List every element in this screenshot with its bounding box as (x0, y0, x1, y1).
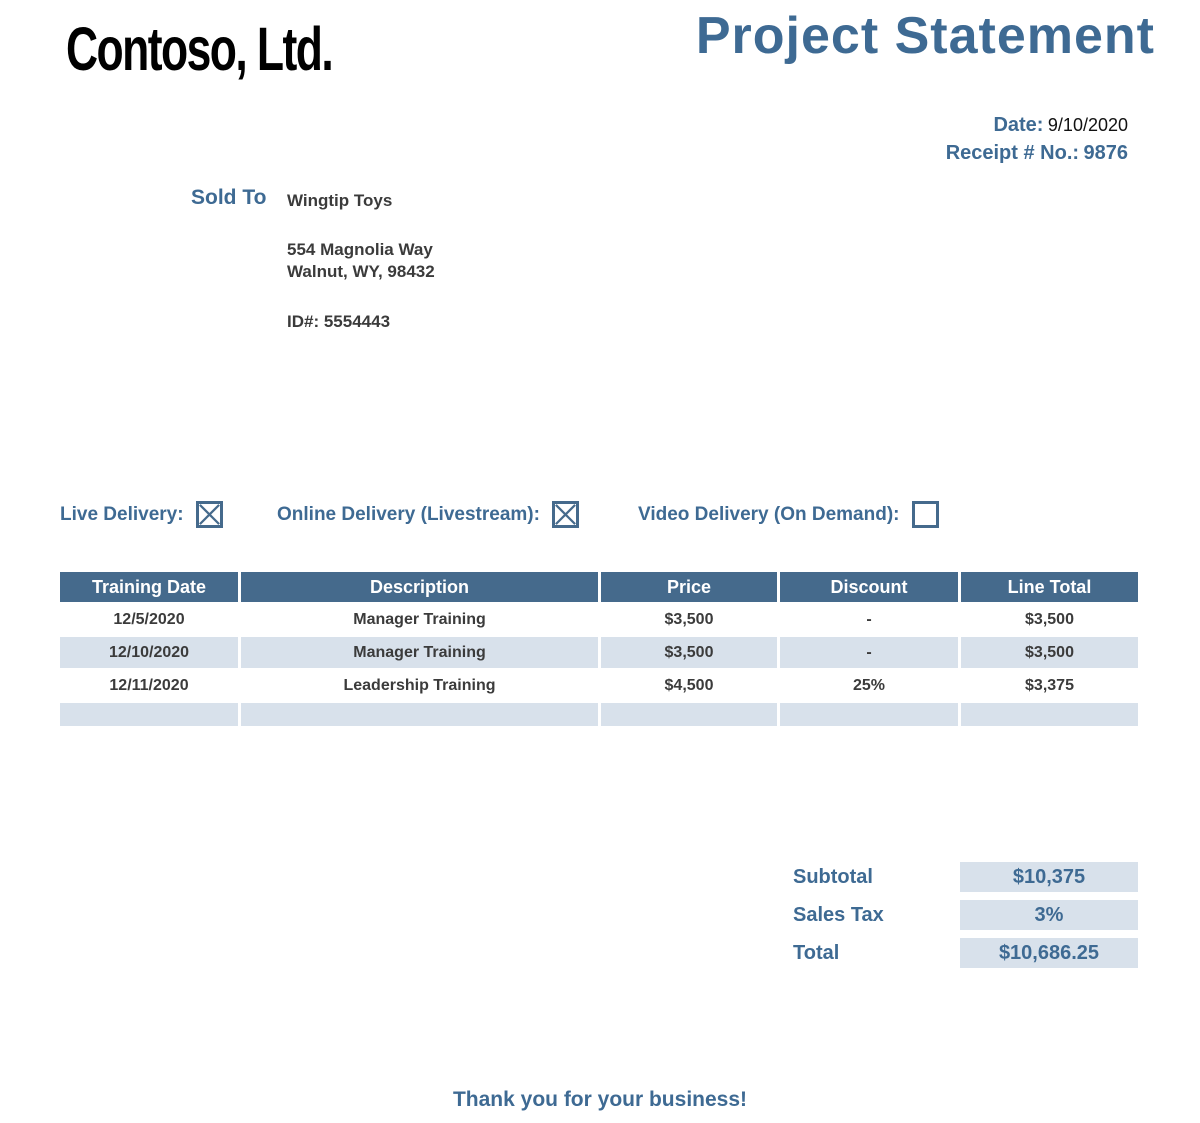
totals-value: $10,375 (960, 862, 1138, 892)
document-meta: Date: 9/10/2020 Receipt # No.: 9876 (946, 112, 1128, 168)
table-cell: $3,500 (961, 637, 1138, 668)
company-logo: Contoso, Ltd. (66, 15, 334, 85)
footer-message: Thank you for your business! (452, 1088, 748, 1111)
table-cell (961, 703, 1138, 726)
table-cell: 25% (852, 676, 886, 694)
table-cell: $3,500 (664, 610, 714, 628)
date-line: Date: 9/10/2020 (946, 112, 1128, 140)
checkbox-checked-icon[interactable] (195, 501, 223, 528)
table-cell: Manager Training (353, 610, 486, 628)
table-cell: 12/11/2020 (109, 676, 189, 694)
table-cell: Manager Training (241, 637, 598, 668)
page-title: Project Statement (695, 7, 1155, 65)
totals-value: 3% (960, 900, 1138, 930)
receipt-number: 9876 (1083, 142, 1129, 164)
table-cell (241, 703, 598, 726)
totals-label: Subtotal (793, 865, 873, 888)
column-header: Description (241, 572, 598, 602)
table-cell: 12/10/2020 (60, 637, 238, 668)
receipt-label: Receipt # No.: (945, 142, 1080, 164)
table-cell: - (780, 637, 958, 668)
totals-label: Sales Tax (793, 903, 884, 926)
column-header: Training Date (60, 572, 238, 602)
totals-label: Total (793, 941, 840, 964)
totals-value: $10,686.25 (960, 938, 1138, 968)
customer-id: ID#: 5554443 (287, 312, 391, 331)
line-items-table: Training Date Description Price Discount Lin… (60, 572, 1138, 726)
date-label: Date: (993, 114, 1044, 136)
totals-row: Sales Tax 3% (793, 900, 1138, 930)
column-header: Discount (780, 572, 958, 602)
checkbox-checked-icon[interactable] (551, 501, 579, 528)
table-cell (601, 703, 777, 726)
totals-section: Subtotal $10,375 Sales Tax 3% Total $10,686.2… (793, 862, 1138, 976)
table-cell (780, 703, 958, 726)
customer-address-line2: Walnut, WY, 98432 (287, 262, 435, 281)
checkbox-unchecked-icon[interactable] (911, 501, 939, 528)
column-header: Price (601, 572, 777, 602)
totals-row: Total $10,686.25 (793, 938, 1138, 968)
delivery-option-label: Online Delivery (Livestream): (277, 503, 540, 525)
receipt-line: Receipt # No.: 9876 (946, 140, 1128, 168)
table-cell: $4,500 (664, 676, 714, 694)
table-cell: - (866, 610, 872, 628)
table-cell: $3,500 (601, 637, 777, 668)
table-cell (60, 703, 238, 726)
delivery-option-1: Online Delivery (Livestream): (277, 501, 579, 528)
customer-name: Wingtip Toys (287, 191, 393, 210)
delivery-option-label: Live Delivery: (60, 503, 184, 525)
customer-address-line1: 554 Magnolia Way (287, 240, 433, 259)
table-cell: Leadership Training (343, 676, 496, 694)
table-cell: 12/5/2020 (113, 610, 185, 628)
column-header: Line Total (961, 572, 1138, 602)
sold-to-label: Sold To (191, 186, 267, 209)
delivery-option-0: Live Delivery: (60, 501, 223, 528)
customer-block: Wingtip Toys 554 Magnolia Way Walnut, WY… (287, 190, 435, 333)
delivery-option-label: Video Delivery (On Demand): (638, 503, 900, 525)
totals-row: Subtotal $10,375 (793, 862, 1138, 892)
table-cell: $3,500 (1025, 610, 1074, 628)
delivery-option-2: Video Delivery (On Demand): (638, 501, 939, 528)
table-cell: $3,375 (1025, 676, 1074, 694)
date-value: 9/10/2020 (1047, 115, 1128, 135)
